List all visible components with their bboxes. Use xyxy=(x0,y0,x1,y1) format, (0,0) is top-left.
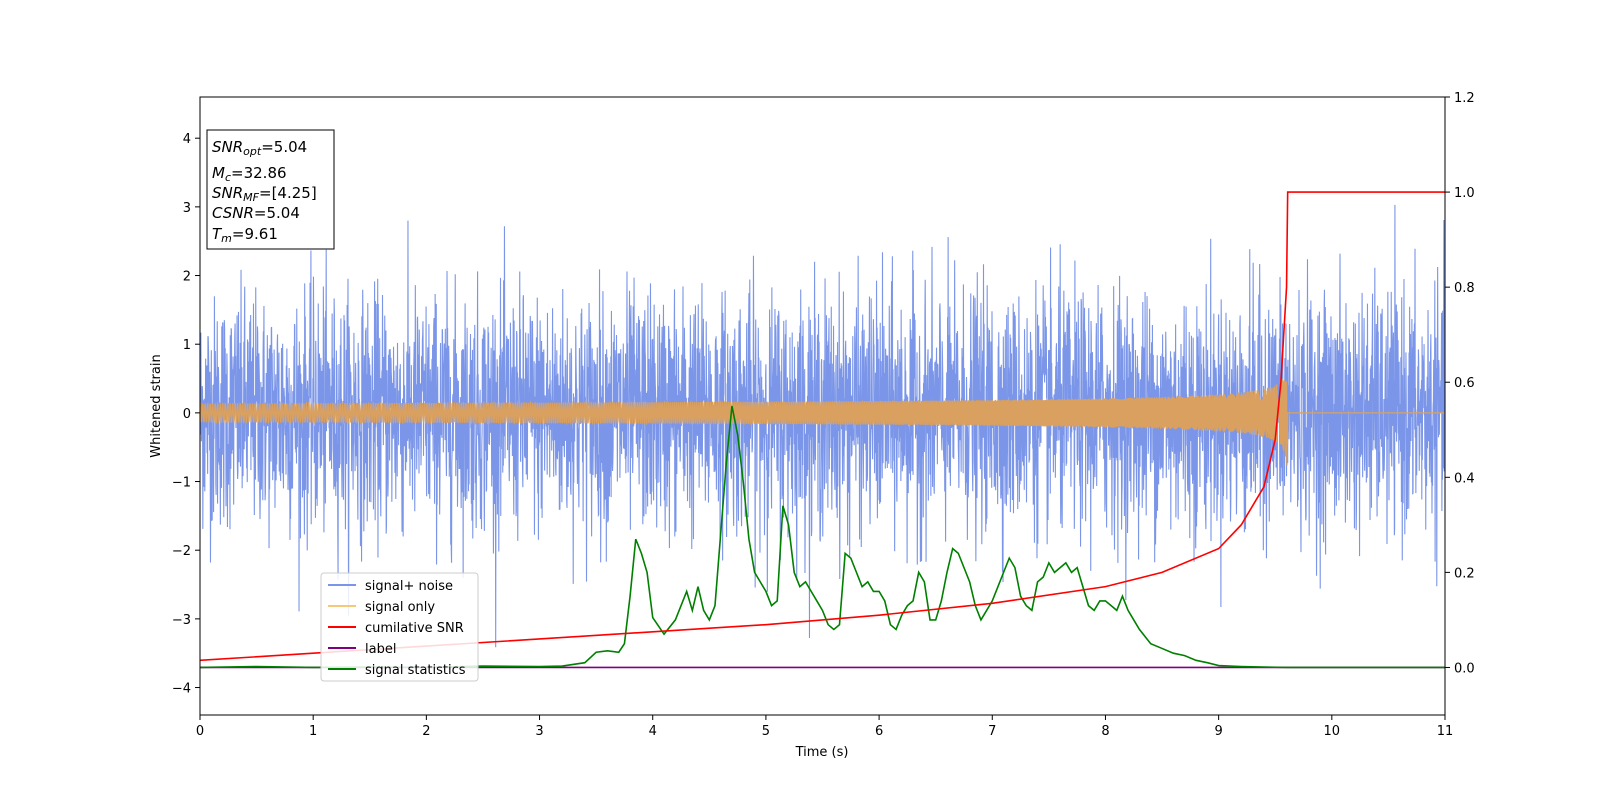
legend-label-signal-noise: signal+ noise xyxy=(365,579,453,594)
y-tick-label: 3 xyxy=(183,201,191,216)
y-tick-label: 2 xyxy=(183,270,191,285)
plot-frame xyxy=(199,96,1446,716)
y2-tick-label: 0.6 xyxy=(1454,376,1475,391)
x-tick-label: 3 xyxy=(535,724,543,739)
series-signal-statistics xyxy=(200,405,1445,669)
y-tick-label: −3 xyxy=(172,613,191,628)
legend-label-cumulative-snr: cumilative SNR xyxy=(365,621,464,636)
legend-frame xyxy=(320,572,479,682)
y-axis-label: Whitened strain xyxy=(149,354,164,457)
x-tick-label: 11 xyxy=(1437,724,1454,739)
legend: signal+ noise signal only cumilative SNR… xyxy=(320,572,479,682)
info-tm: Tm=9.61 xyxy=(212,225,278,245)
x-tick-label: 5 xyxy=(762,724,770,739)
info-mc: Mc=32.86 xyxy=(212,164,287,184)
x-axis-label: Time (s) xyxy=(795,745,849,760)
y2-tick-label: 0.0 xyxy=(1454,661,1475,676)
x-tick-label: 10 xyxy=(1324,724,1341,739)
x-tick-label: 1 xyxy=(309,724,317,739)
y-tick-label: 0 xyxy=(183,407,191,422)
y-tick-label: −4 xyxy=(172,682,191,697)
series-signal-only xyxy=(200,378,1445,466)
y2-tick-label: 1.2 xyxy=(1454,91,1475,106)
y2-tick-label: 1.0 xyxy=(1454,186,1475,201)
y2-tick-label: 0.8 xyxy=(1454,281,1475,296)
y-tick-label: 4 xyxy=(183,132,191,147)
info-box: SNRopt=5.04 Mc=32.86 SNRMF=[4.25] CSNR=5… xyxy=(206,129,335,250)
info-snr-opt: SNRopt=5.04 xyxy=(212,138,307,158)
legend-label-signal-only: signal only xyxy=(365,600,435,615)
y-tick-label: 1 xyxy=(183,338,191,353)
x-tick-label: 6 xyxy=(875,724,883,739)
axis-ticks: 0 1 2 3 4 5 6 7 8 9 10 11 −4 −3 −2 −1 0 1 2 3 4 0.0 0.2 0.4 0.6 0… xyxy=(172,91,1475,739)
legend-label-label: label xyxy=(365,642,396,657)
x-tick-label: 2 xyxy=(422,724,430,739)
y2-tick-label: 0.4 xyxy=(1454,471,1475,486)
x-tick-label: 9 xyxy=(1214,724,1222,739)
x-tick-label: 7 xyxy=(988,724,996,739)
series-cumulative-snr xyxy=(200,191,1445,662)
y-tick-label: −2 xyxy=(172,544,191,559)
y2-tick-label: 0.2 xyxy=(1454,566,1475,581)
x-tick-label: 0 xyxy=(196,724,204,739)
y-tick-label: −1 xyxy=(172,476,191,491)
x-tick-label: 8 xyxy=(1101,724,1109,739)
info-csnr: CSNR=5.04 xyxy=(212,204,300,222)
info-snr-mf: SNRMF=[4.25] xyxy=(212,184,317,204)
legend-label-signal-statistics: signal statistics xyxy=(365,663,466,678)
info-box-frame xyxy=(206,129,335,250)
x-tick-label: 4 xyxy=(649,724,657,739)
